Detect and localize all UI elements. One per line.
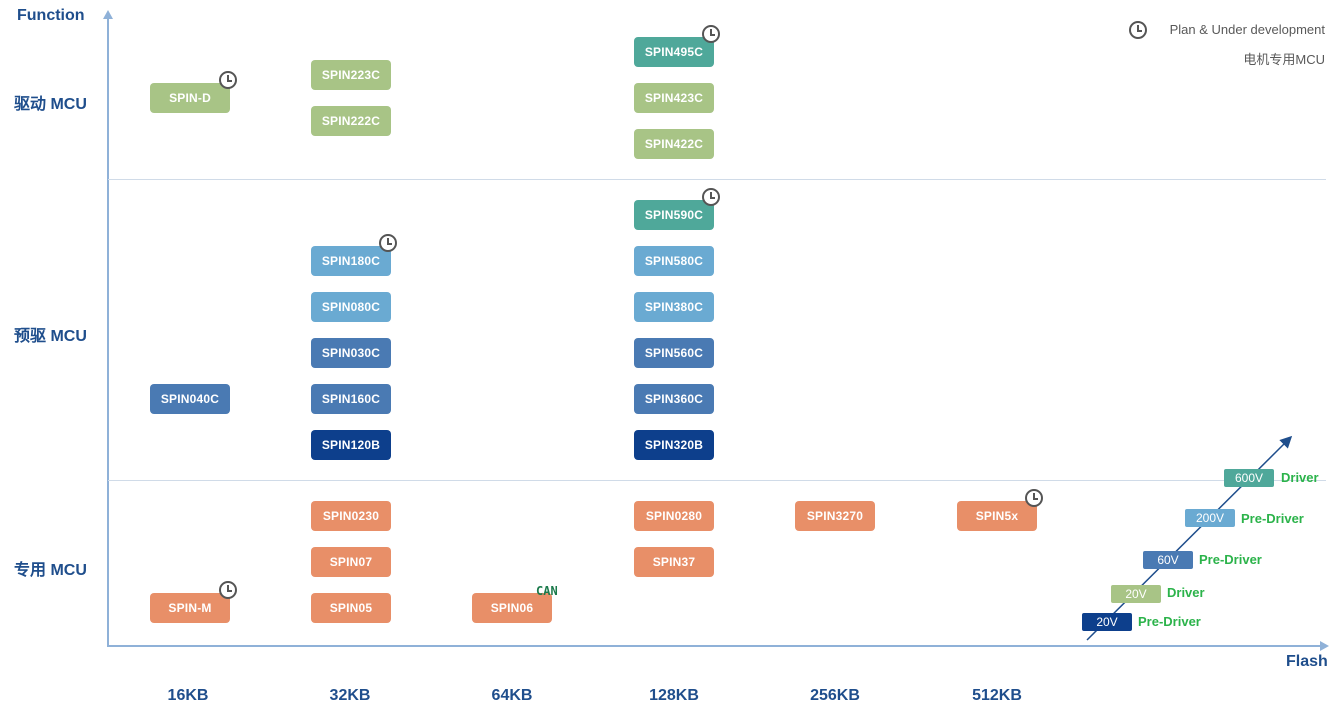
voltage-label-600v: Driver — [1281, 470, 1319, 485]
chip-spin0230[interactable]: SPIN0230 — [311, 501, 391, 531]
row-label-dedicated-mcu: 专用 MCU — [14, 562, 87, 579]
chip-spin37[interactable]: SPIN37 — [634, 547, 714, 577]
chip-spin580c[interactable]: SPIN580C — [634, 246, 714, 276]
legend-clock-icon — [1129, 21, 1147, 39]
voltage-label-20v-driver: Driver — [1167, 585, 1205, 600]
voltage-label-20v-predriver: Pre-Driver — [1138, 614, 1201, 629]
chip-spin07[interactable]: SPIN07 — [311, 547, 391, 577]
chip-spin223c[interactable]: SPIN223C — [311, 60, 391, 90]
col-label-32kb: 32KB — [329, 687, 371, 704]
legend-dedicated-text: 电机专用MCU — [1243, 52, 1325, 67]
voltage-label-200v: Pre-Driver — [1241, 511, 1304, 526]
col-label-64kb: 64KB — [491, 687, 533, 704]
chip-spin3270[interactable]: SPIN3270 — [795, 501, 875, 531]
col-label-128kb: 128KB — [649, 687, 699, 704]
plan-clock-icon — [379, 234, 397, 252]
plan-clock-icon — [702, 188, 720, 206]
col-label-16kb: 16KB — [167, 687, 209, 704]
row-separator-2 — [108, 480, 1326, 481]
voltage-chip-20v-predriver: 20V — [1082, 613, 1132, 631]
chip-spin-d[interactable]: SPIN-D — [150, 83, 230, 113]
plan-clock-icon — [219, 71, 237, 89]
chip-spin222c[interactable]: SPIN222C — [311, 106, 391, 136]
voltage-label-60v: Pre-Driver — [1199, 552, 1262, 567]
plan-clock-icon — [702, 25, 720, 43]
chip-spin422c[interactable]: SPIN422C — [634, 129, 714, 159]
y-axis-arrow — [103, 10, 113, 19]
chip-spin120b[interactable]: SPIN120B — [311, 430, 391, 460]
chip-spin-m[interactable]: SPIN-M — [150, 593, 230, 623]
can-tag: CAN — [536, 584, 558, 598]
row-label-predrive-mcu: 预驱 MCU — [14, 328, 87, 345]
voltage-chip-60v: 60V — [1143, 551, 1193, 569]
row-label-drive-mcu: 驱动 MCU — [14, 96, 87, 113]
y-axis-title: Function — [17, 7, 85, 24]
voltage-chip-20v-driver: 20V — [1111, 585, 1161, 603]
chip-spin06[interactable]: SPIN06 — [472, 593, 552, 623]
chip-spin560c[interactable]: SPIN560C — [634, 338, 714, 368]
voltage-chip-200v: 200V — [1185, 509, 1235, 527]
x-axis-arrow — [1320, 641, 1329, 651]
x-axis-line — [107, 645, 1322, 647]
chip-spin0280[interactable]: SPIN0280 — [634, 501, 714, 531]
chip-spin030c[interactable]: SPIN030C — [311, 338, 391, 368]
chip-spin05[interactable]: SPIN05 — [311, 593, 391, 623]
chip-spin495c[interactable]: SPIN495C — [634, 37, 714, 67]
chip-spin5x[interactable]: SPIN5x — [957, 501, 1037, 531]
legend-plan-text: Plan & Under development — [1169, 22, 1325, 37]
col-label-256kb: 256KB — [810, 687, 860, 704]
chip-spin360c[interactable]: SPIN360C — [634, 384, 714, 414]
chip-spin160c[interactable]: SPIN160C — [311, 384, 391, 414]
chip-spin180c[interactable]: SPIN180C — [311, 246, 391, 276]
chip-spin380c[interactable]: SPIN380C — [634, 292, 714, 322]
chip-spin423c[interactable]: SPIN423C — [634, 83, 714, 113]
plan-clock-icon — [1025, 489, 1043, 507]
chip-spin320b[interactable]: SPIN320B — [634, 430, 714, 460]
x-axis-title: Flash — [1286, 653, 1328, 670]
chip-spin040c[interactable]: SPIN040C — [150, 384, 230, 414]
row-separator-1 — [108, 179, 1326, 180]
plan-clock-icon — [219, 581, 237, 599]
chip-spin080c[interactable]: SPIN080C — [311, 292, 391, 322]
y-axis-line — [107, 14, 109, 647]
chip-spin590c[interactable]: SPIN590C — [634, 200, 714, 230]
col-label-512kb: 512KB — [972, 687, 1022, 704]
voltage-chip-600v: 600V — [1224, 469, 1274, 487]
